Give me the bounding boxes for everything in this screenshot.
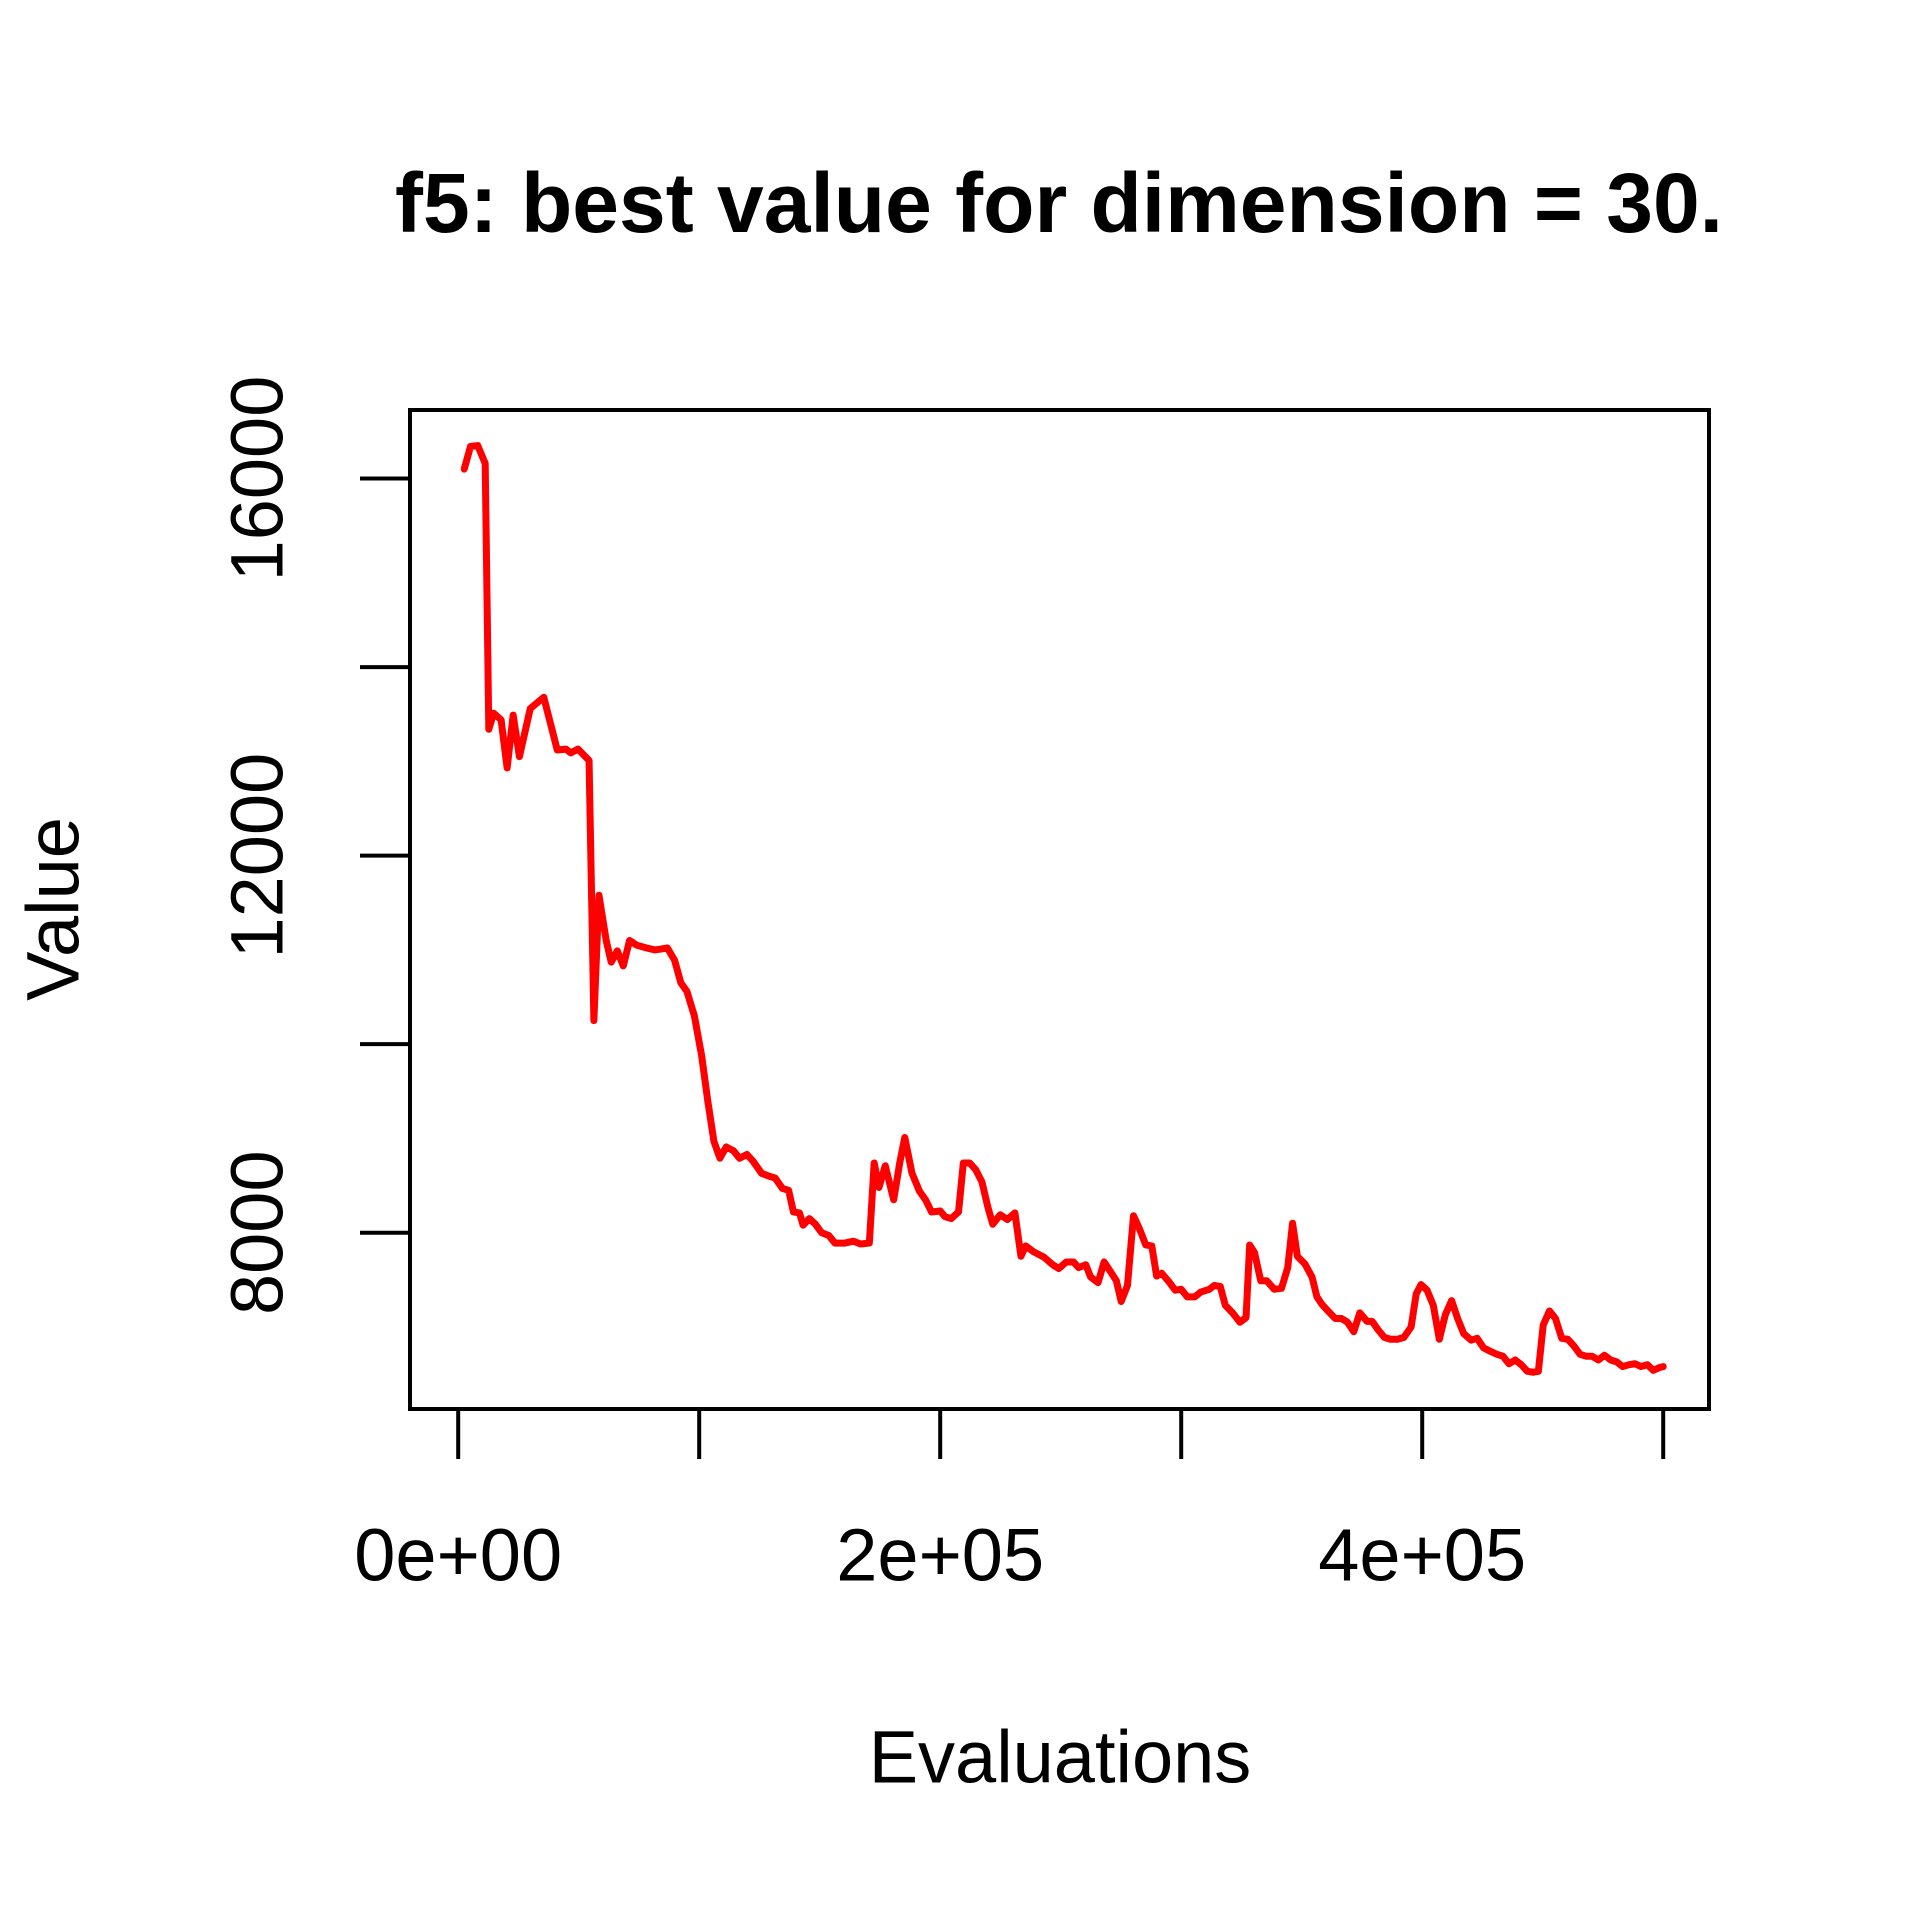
y-axis-label: Value: [12, 817, 95, 1001]
x-tick-label: 2e+05: [836, 1514, 1044, 1597]
x-axis-label: Evaluations: [869, 1716, 1252, 1799]
y-tick-label: 8000: [216, 1150, 299, 1315]
y-tick-label: 16000: [216, 376, 299, 582]
chart-title: f5: best value for dimension = 30.: [395, 156, 1723, 250]
x-tick-label: 4e+05: [1318, 1514, 1526, 1597]
data-line: [460, 442, 1667, 1376]
y-tick-label: 12000: [216, 753, 299, 959]
x-tick-label: 0e+00: [354, 1514, 562, 1597]
plot-frame: [408, 408, 1711, 1411]
